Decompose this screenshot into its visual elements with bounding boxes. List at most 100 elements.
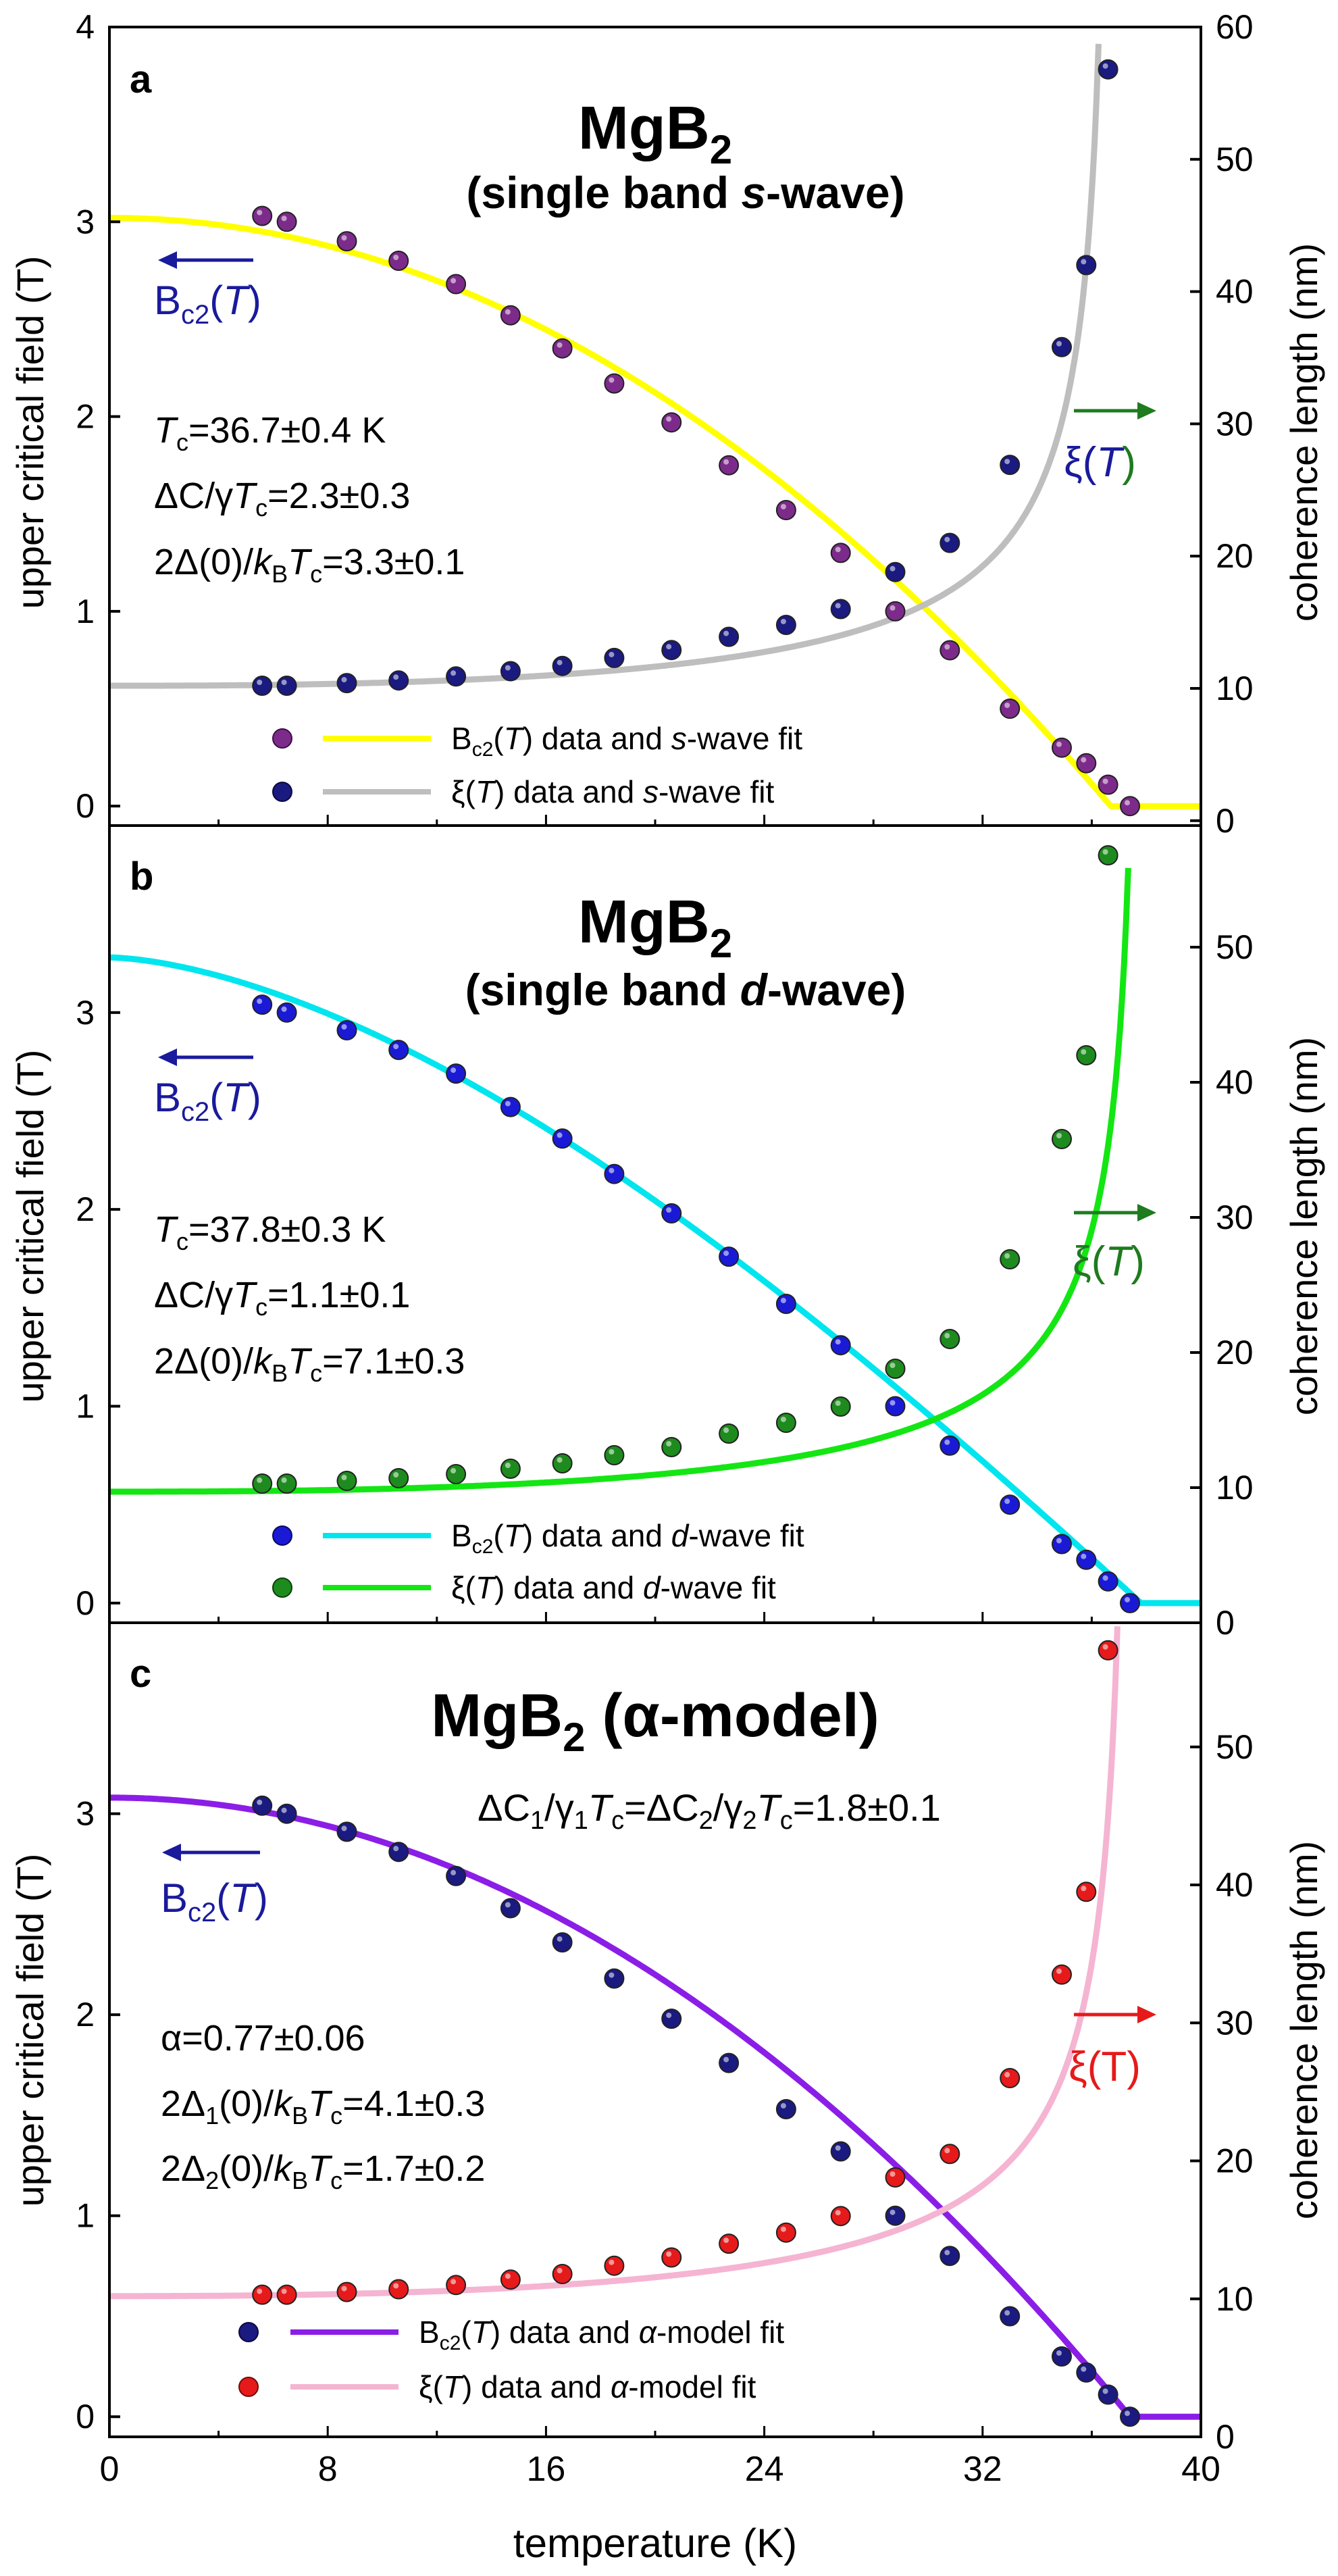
data-point-highlight (281, 1006, 287, 1012)
panel-a: 0 1 2 3 4 0 10 20 30 40 50 60 a MgB2 (single band … (9, 8, 1325, 840)
y-tick-label: 3 (76, 1795, 95, 1833)
data-point-highlight (609, 1449, 615, 1455)
panel-a-title: MgB2 (578, 95, 732, 172)
bc2-data-point (604, 373, 625, 394)
panel-b-legend: Bc2(T) data and d-wave fit ξ(T) data and… (272, 1518, 804, 1605)
data-point-highlight (723, 1251, 729, 1257)
bc2-data-point (252, 205, 273, 226)
data-point-highlight (281, 1478, 287, 1483)
panel-b-label: b (130, 855, 153, 899)
bc2-data-point (276, 1803, 297, 1824)
xi-data-point (604, 1445, 625, 1465)
xi-data-point (830, 2206, 851, 2227)
data-point-highlight (723, 2238, 729, 2244)
bc2-data-point (830, 2141, 851, 2162)
data-point-highlight (393, 1846, 399, 1852)
bc2-data-point (446, 1865, 467, 1886)
y2-tick-label: 40 (1216, 1063, 1254, 1101)
data-point-highlight (723, 630, 729, 636)
data-point-highlight (1125, 1596, 1130, 1602)
data-point-highlight (890, 1363, 896, 1368)
panel-b-left-axis-label: upper critical field (T) (9, 1050, 51, 1403)
data-point-highlight (281, 2288, 287, 2294)
data-point-highlight (451, 1067, 457, 1074)
xi-data-point (500, 1459, 521, 1479)
data-point-highlight (257, 999, 263, 1005)
data-point-highlight (835, 603, 841, 609)
data-point-highlight (1102, 849, 1108, 855)
panel-c-right-ticks: 0 10 20 30 40 50 (1190, 1728, 1254, 2456)
panel-a-subtitle: (single band s-wave) (466, 168, 904, 218)
fit-curve-xi (108, 43, 1102, 689)
y-tick-label: 1 (76, 592, 95, 630)
bc2-data-point (1052, 2346, 1072, 2367)
xi-data-point (830, 599, 851, 620)
xi-data-point (276, 1473, 297, 1494)
y-tick-label: 3 (76, 994, 95, 1032)
panel-c-xi-label: ξ(T) (1069, 2044, 1141, 2090)
data-point-highlight (835, 547, 841, 553)
panel-a-label: a (130, 57, 152, 101)
data-point-highlight (609, 377, 615, 383)
xi-data-point (276, 2284, 297, 2305)
panel-b-legend-bc2-marker (272, 1525, 292, 1546)
xi-data-point (388, 2279, 409, 2300)
panel-b-bc2-arrow (158, 1049, 253, 1066)
bc2-data-point (336, 1020, 357, 1040)
data-point-highlight (451, 2279, 457, 2285)
data-point-highlight (835, 2210, 841, 2216)
panel-b-param-gap: 2Δ(0)/kBTc=7.1±0.3 (154, 1341, 465, 1387)
data-point-highlight (1004, 2072, 1010, 2077)
data-point-highlight (1081, 1049, 1087, 1055)
bc2-data-point (775, 500, 796, 520)
panel-a-right-axis-label: coherence length (nm) (1283, 243, 1325, 622)
data-point-highlight (666, 1441, 672, 1446)
data-point-highlight (890, 1400, 896, 1406)
panel-c-legend-bc2-text: Bc2(T) data and α-model fit (419, 2315, 784, 2354)
y-tick-label: 0 (76, 2398, 95, 2435)
bc2-data-point (252, 994, 273, 1015)
xi-data-point (552, 1453, 573, 1473)
data-point-highlight (780, 504, 786, 509)
bc2-data-point (388, 1040, 409, 1061)
panel-a-left-axis-label: upper critical field (T) (9, 256, 51, 609)
data-point-highlight (944, 2250, 950, 2256)
y-tick-label: 0 (76, 1584, 95, 1622)
bc2-data-point (1098, 774, 1118, 795)
xi-data-point (388, 1468, 409, 1488)
xi-data-point (446, 666, 467, 687)
xi-data-point (336, 673, 357, 694)
xi-data-point (1052, 1129, 1072, 1149)
bc2-data-point (552, 338, 573, 359)
data-point-highlight (505, 665, 511, 671)
xi-data-point (1000, 1249, 1021, 1269)
y2-tick-label: 50 (1216, 1728, 1254, 1766)
data-point-highlight (257, 1799, 263, 1805)
panel-c: 0 1 2 3 0 10 20 30 40 50 0 8 16 24 32 40 c MgB2 (α-mo… (9, 1621, 1325, 2489)
panel-c-param-gap1: 2Δ1(0)/kBTc=4.1±0.3 (161, 2083, 485, 2129)
data-point-highlight (666, 644, 672, 650)
panel-c-param-gap2: 2Δ2(0)/kBTc=1.7±0.2 (161, 2148, 485, 2194)
data-point-highlight (1102, 1644, 1108, 1650)
xi-data-point (661, 1437, 682, 1457)
data-point-highlight (557, 342, 563, 348)
data-point-highlight (944, 1333, 950, 1338)
data-point-highlight (257, 2288, 263, 2294)
data-point-highlight (609, 1167, 615, 1173)
data-point-highlight (1125, 800, 1130, 806)
panel-b-left-ticks: 0 1 2 3 (76, 994, 1202, 1623)
bc2-data-point (1000, 2306, 1021, 2327)
bc2-data-point (719, 1246, 740, 1267)
panel-a-legend-bc2-text: Bc2(T) data and s-wave fit (451, 721, 802, 761)
fit-curve-xi (108, 867, 1131, 1495)
xi-data-point (1000, 2068, 1021, 2088)
y2-tick-label: 40 (1216, 1866, 1254, 1904)
data-point-highlight (1081, 2366, 1087, 2372)
panel-b-right-axis-label: coherence length (nm) (1283, 1037, 1325, 1415)
panel-a-left-ticks: 0 1 2 3 4 (76, 8, 1202, 826)
xi-data-point (1052, 336, 1072, 357)
bc2-data-point (252, 1795, 273, 1816)
bc2-data-point (1076, 1549, 1097, 1570)
panel-a-legend-bc2-marker (272, 728, 292, 749)
data-point-highlight (666, 2251, 672, 2257)
